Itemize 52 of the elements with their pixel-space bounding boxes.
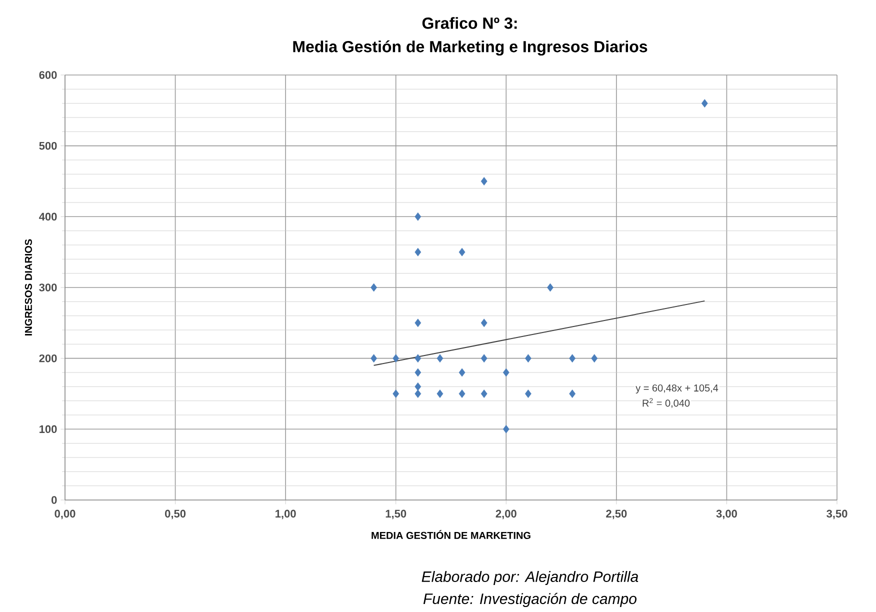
annotation: y = 60,48x + 105,4	[636, 384, 718, 394]
point	[480, 354, 488, 363]
x-tick-label: 1,50	[386, 510, 406, 520]
point	[569, 390, 576, 398]
point	[392, 354, 400, 363]
point	[458, 368, 466, 377]
y-axis-title: INGRESOS DIARIOS	[24, 239, 32, 336]
point	[569, 354, 576, 363]
x-tick-label: 3,50	[826, 510, 848, 520]
y-tick-label: 0	[52, 496, 57, 504]
point	[392, 390, 400, 398]
y-tick-label: 600	[39, 71, 57, 79]
x-tick-label: 1,00	[276, 510, 296, 520]
chart-subtitle: Media Gestión de Marketing e Ingresos Diarios	[293, 40, 648, 56]
text: Elaborado por: Alejandro Portilla	[422, 570, 638, 585]
x-tick-label: 2,00	[496, 510, 516, 520]
point	[502, 424, 510, 434]
annotation: R$^{2}$ = 0,040	[642, 398, 690, 408]
point	[458, 248, 466, 256]
x-tick-label: 0,00	[54, 510, 76, 520]
point	[591, 354, 598, 363]
x-tick-label: 0,50	[165, 510, 186, 520]
point	[370, 283, 377, 292]
y-tick-label: 300	[39, 284, 57, 292]
point	[414, 248, 422, 256]
point	[458, 390, 466, 398]
point	[480, 390, 488, 398]
source-note: Fuente: Investigación de campo	[423, 592, 636, 608]
point	[436, 390, 444, 398]
y-tick-label: 400	[39, 212, 57, 221]
x-axis-title: MEDIA GESTIÓN DE MARKETING	[372, 530, 530, 539]
point	[480, 318, 488, 328]
point	[414, 354, 422, 363]
point	[370, 354, 377, 363]
point	[436, 354, 444, 363]
point	[525, 390, 532, 398]
point	[701, 99, 708, 108]
point	[414, 318, 422, 328]
point	[414, 368, 422, 377]
point	[525, 354, 532, 363]
point	[547, 283, 554, 292]
point	[502, 368, 510, 377]
y-tick-label: 200	[39, 354, 57, 362]
x-tick-label: 2,50	[606, 510, 627, 520]
x-tick-label: 3,00	[716, 510, 737, 520]
chart-title: Grafico Nº 3:	[422, 17, 517, 29]
y-tick-label: 100	[40, 425, 57, 434]
point	[414, 212, 422, 221]
y-tick-label: 500	[39, 142, 57, 150]
point	[480, 177, 488, 186]
point	[414, 390, 422, 398]
point	[414, 382, 422, 391]
